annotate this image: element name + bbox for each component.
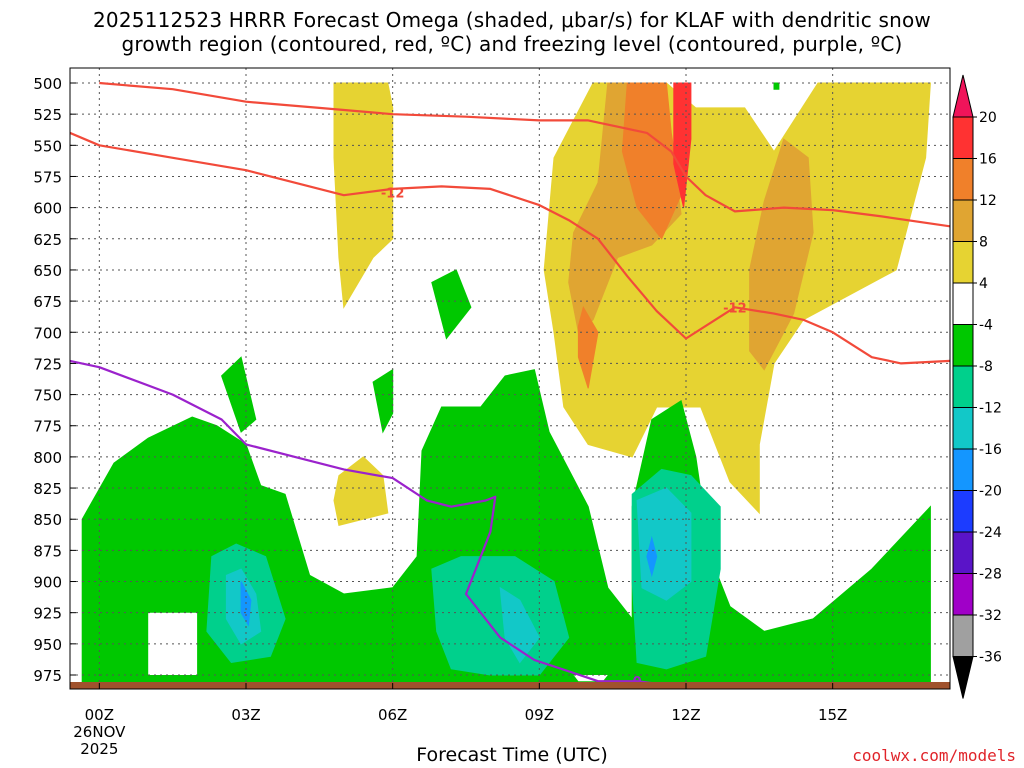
colorbar: 20 16 12 8 4 -4 -8 -12 -16 -20 -24 -28 -32 -36	[952, 74, 1002, 699]
colorbar-label: -24	[979, 525, 1002, 541]
ground-strip	[70, 682, 950, 689]
y-tick-label: 850	[33, 511, 62, 529]
y-tick-label: 800	[33, 449, 62, 467]
colorbar-label: 4	[979, 276, 988, 292]
colorbar-label: -20	[979, 484, 1002, 500]
colorbar-label: -28	[979, 567, 1002, 583]
y-tick-label: 950	[33, 636, 62, 654]
colorbar-bottom-arrow	[952, 656, 974, 699]
colorbar-label: 12	[979, 193, 997, 209]
colorbar-segment	[952, 573, 974, 616]
x-tick-label: 03Z	[231, 706, 260, 724]
y-tick-label: 725	[33, 355, 62, 373]
colorbar-segment	[952, 531, 974, 574]
y-tick-label: 900	[33, 574, 62, 592]
plot-layer: -12-120	[70, 68, 950, 689]
omega-fill-descent-minus4	[372, 368, 394, 434]
colorbar-label: 20	[979, 110, 997, 126]
y-tick-label: 550	[33, 137, 62, 155]
credit-text: coolwx.com/models	[852, 746, 1016, 765]
colorbar-label: 16	[979, 152, 997, 168]
y-tick-label: 700	[33, 324, 62, 342]
colorbar-segment	[952, 490, 974, 533]
y-tick-label: 650	[33, 262, 62, 280]
chart-title-line1: 2025112523 HRRR Forecast Omega (shaded, …	[93, 8, 931, 32]
omega-fill-ascent-4-8	[333, 82, 394, 309]
omega-fill-descent-minus4	[81, 369, 931, 688]
x-tick-label: 12Z	[671, 706, 700, 724]
colorbar-label: -16	[979, 442, 1002, 458]
contour-label-text: -12	[381, 187, 405, 202]
omega-fill-descent-minus16	[646, 535, 658, 578]
colorbar-segment	[952, 407, 974, 450]
colorbar-label: -36	[979, 650, 1002, 666]
x-tick-label: 09Z	[525, 706, 554, 724]
colorbar-label: -12	[979, 401, 1002, 417]
colorbar-segment	[952, 365, 974, 408]
y-tick-label: 675	[33, 293, 62, 311]
colorbar-label: -4	[979, 318, 993, 334]
omega-fill-ascent-12-16	[577, 306, 599, 389]
colorbar-segment	[952, 116, 974, 159]
x-axis-label: Forecast Time (UTC)	[416, 744, 608, 766]
colorbar-top-arrow	[952, 74, 974, 118]
y-tick-label: 625	[33, 231, 62, 249]
contour-label: -12	[381, 187, 405, 202]
contour-label: -12	[723, 301, 747, 316]
chart-title-line2: growth region (contoured, red, ºC) and f…	[121, 32, 903, 56]
colorbar-label: 8	[979, 235, 988, 251]
colorbar-segment	[952, 614, 974, 657]
omega-fill-ascent-12-16	[621, 82, 682, 240]
y-tick-label: 875	[33, 542, 62, 560]
contour-freezing-level	[70, 359, 761, 689]
y-tick-label: 600	[33, 200, 62, 218]
contour-label-text: -12	[723, 301, 747, 316]
contour-dendritic-upper	[99, 81, 950, 228]
y-tick-label: 975	[33, 667, 62, 685]
y-tick-label: 575	[33, 168, 62, 186]
omega-fill-descent-minus4	[773, 82, 780, 90]
y-tick-label: 750	[33, 387, 62, 405]
contour-dendritic-lower	[70, 131, 950, 365]
colorbar-segment	[952, 282, 974, 325]
plot-frame	[69, 67, 951, 690]
y-tick-label: 525	[33, 106, 62, 124]
y-tick-label: 500	[33, 75, 62, 93]
y-tick-label: 825	[33, 480, 62, 498]
x-tick-sublabel: 2025	[80, 740, 118, 758]
colorbar-segment	[952, 448, 974, 491]
colorbar-segment	[952, 199, 974, 242]
colorbar-segment	[952, 158, 974, 201]
y-tick-label: 775	[33, 418, 62, 436]
colorbar-segment	[952, 241, 974, 284]
colorbar-segment	[952, 324, 974, 367]
y-tick-label: 925	[33, 605, 62, 623]
x-tick-label: 00Z	[85, 706, 114, 724]
omega-fill-descent-minus4	[431, 269, 472, 340]
x-tick-label: 15Z	[818, 706, 847, 724]
colorbar-label: -8	[979, 359, 993, 375]
omega-fill-descent-minus12	[636, 487, 692, 601]
colorbar-label: -32	[979, 608, 1002, 624]
x-tick-label: 06Z	[378, 706, 407, 724]
x-tick-sublabel: 26NOV	[73, 723, 126, 741]
